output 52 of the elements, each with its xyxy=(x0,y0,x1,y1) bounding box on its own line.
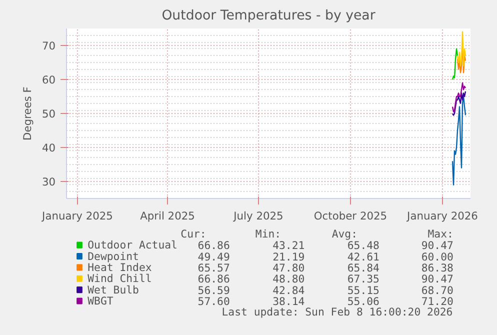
text: 57.60 xyxy=(198,295,230,308)
text: 67.35 xyxy=(347,272,380,286)
x-tick-label: July 2025 xyxy=(232,210,284,222)
text: 42.84 xyxy=(272,284,305,297)
text: 49.49 xyxy=(198,250,230,264)
y-tick-label: 50 xyxy=(42,108,56,120)
text: 66.86 xyxy=(198,272,230,286)
text: Avg: xyxy=(332,227,358,240)
line-series xyxy=(452,82,466,112)
text: 60.00 xyxy=(421,250,454,264)
legend-label: Wind Chill xyxy=(88,272,152,286)
text: 55.15 xyxy=(347,284,380,297)
text: 71.20 xyxy=(421,295,454,308)
text: 86.38 xyxy=(421,261,454,274)
text: 65.84 xyxy=(347,261,380,274)
x-tick-label: January 2026 xyxy=(406,210,478,222)
y-axis-title: Degrees F xyxy=(20,86,34,140)
legend-label: WBGT xyxy=(88,294,114,308)
text: 48.80 xyxy=(272,272,305,286)
text: 68.70 xyxy=(421,284,454,297)
legend-label: Wet Bulb xyxy=(88,283,139,296)
legend-label: Heat Index xyxy=(88,260,152,274)
text: 21.19 xyxy=(272,250,305,264)
text: Last update: Sun Feb 8 16:00:20 2026 xyxy=(222,306,453,319)
text: 65.48 xyxy=(347,239,380,252)
text: 56.59 xyxy=(198,284,230,297)
text: 38.14 xyxy=(272,295,305,308)
legend-label: Dewpoint xyxy=(88,250,139,263)
text: 90.47 xyxy=(421,272,454,286)
x-tick-label: January 2025 xyxy=(41,210,113,222)
line-series xyxy=(452,96,466,186)
y-tick-label: 60 xyxy=(42,74,56,86)
text: 90.47 xyxy=(421,239,454,252)
y-tick-label: 30 xyxy=(42,176,56,188)
text: 43.21 xyxy=(272,239,305,252)
text: Min: xyxy=(255,227,282,240)
text: Max: xyxy=(428,227,454,240)
line-series xyxy=(452,90,466,116)
text: 42.61 xyxy=(347,250,380,264)
text: 66.86 xyxy=(198,239,230,252)
text: 47.80 xyxy=(272,261,305,274)
legend-label: Outdoor Actual xyxy=(88,238,178,252)
text: 65.57 xyxy=(198,261,230,274)
text: 55.06 xyxy=(347,295,380,308)
line-series xyxy=(456,31,466,66)
x-tick-label: April 2025 xyxy=(140,210,195,222)
chart-title: Outdoor Temperatures - by year xyxy=(162,8,376,24)
y-tick-label: 70 xyxy=(42,40,56,52)
line-series xyxy=(452,48,458,80)
y-tick-label: 40 xyxy=(42,142,56,154)
x-tick-label: October 2025 xyxy=(314,210,388,222)
text: Cur: xyxy=(180,227,206,240)
